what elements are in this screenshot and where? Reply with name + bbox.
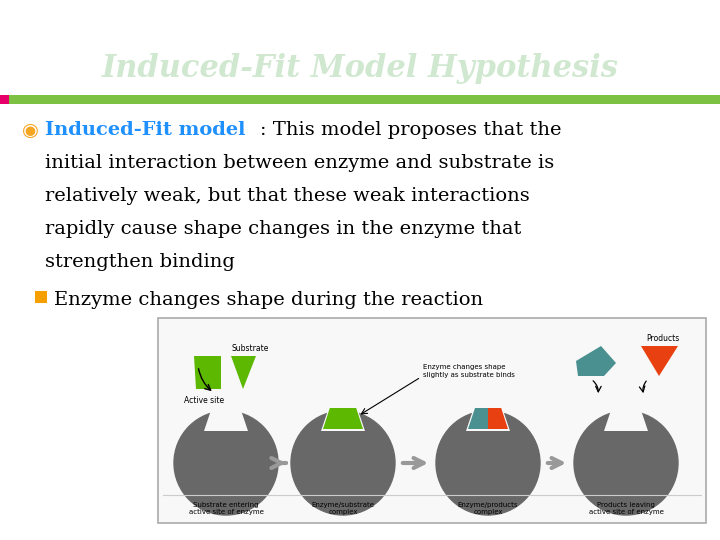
Polygon shape bbox=[321, 408, 365, 431]
Polygon shape bbox=[576, 346, 616, 376]
Circle shape bbox=[436, 411, 540, 515]
Text: Enzyme changes shape during the reaction: Enzyme changes shape during the reaction bbox=[54, 291, 483, 309]
Text: Substrate entering
active site of enzyme: Substrate entering active site of enzyme bbox=[189, 502, 264, 515]
Polygon shape bbox=[231, 356, 256, 389]
Text: Products leaving
active site of enzyme: Products leaving active site of enzyme bbox=[588, 502, 663, 515]
Text: Enzyme/products
complex: Enzyme/products complex bbox=[458, 502, 518, 515]
Text: relatively weak, but that these weak interactions: relatively weak, but that these weak int… bbox=[45, 187, 530, 205]
Text: Enzyme/substrate
complex: Enzyme/substrate complex bbox=[312, 502, 374, 515]
Polygon shape bbox=[468, 408, 488, 429]
Circle shape bbox=[574, 411, 678, 515]
Text: Induced-Fit Model Hypothesis: Induced-Fit Model Hypothesis bbox=[102, 52, 618, 84]
Bar bbox=[35, 291, 47, 303]
Text: Substrate: Substrate bbox=[231, 344, 269, 353]
Bar bbox=[158, 318, 706, 523]
Text: rapidly cause shape changes in the enzyme that: rapidly cause shape changes in the enzym… bbox=[45, 220, 521, 238]
Polygon shape bbox=[641, 346, 678, 376]
Text: Induced-Fit model: Induced-Fit model bbox=[45, 121, 246, 139]
Text: : This model proposes that the: : This model proposes that the bbox=[260, 121, 562, 139]
Polygon shape bbox=[323, 408, 363, 429]
Text: Active site: Active site bbox=[184, 396, 224, 405]
Text: Enzyme changes shape
slightly as substrate binds: Enzyme changes shape slightly as substra… bbox=[423, 364, 515, 377]
Polygon shape bbox=[488, 408, 508, 429]
Circle shape bbox=[174, 411, 278, 515]
Text: ◉: ◉ bbox=[22, 120, 39, 139]
Bar bbox=[0, 95, 720, 104]
Polygon shape bbox=[466, 408, 510, 431]
Bar bbox=[0, 95, 9, 104]
Polygon shape bbox=[604, 408, 648, 431]
Text: strengthen binding: strengthen binding bbox=[45, 253, 235, 271]
Polygon shape bbox=[194, 356, 221, 389]
Text: Products: Products bbox=[646, 334, 679, 343]
Circle shape bbox=[291, 411, 395, 515]
Text: initial interaction between enzyme and substrate is: initial interaction between enzyme and s… bbox=[45, 154, 554, 172]
Polygon shape bbox=[204, 408, 248, 431]
